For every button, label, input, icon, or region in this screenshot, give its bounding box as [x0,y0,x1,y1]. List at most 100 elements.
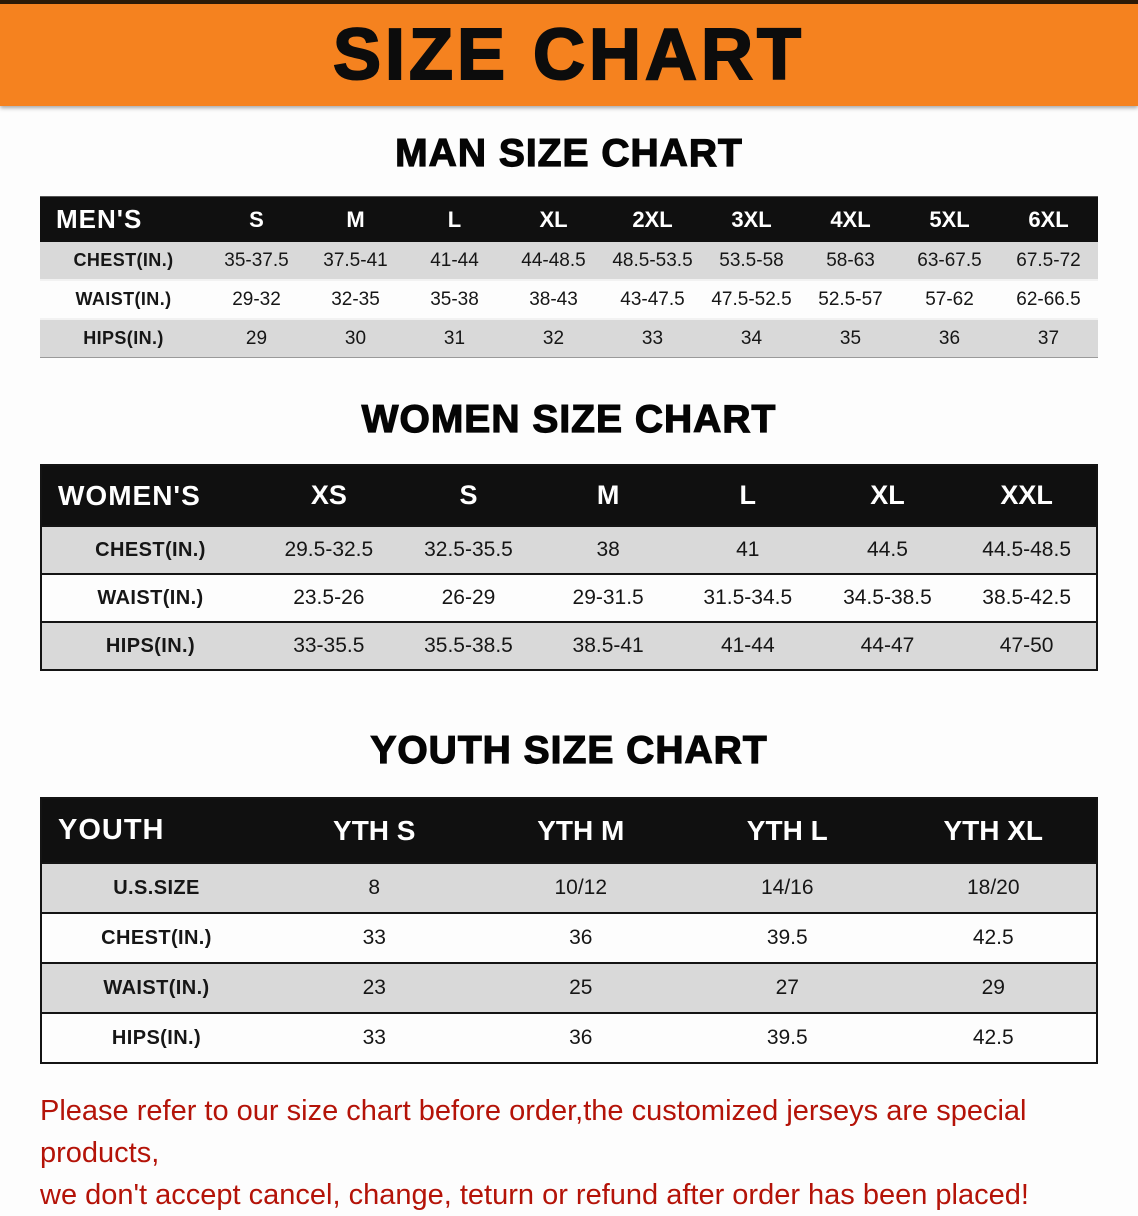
size-column-header: M [538,465,678,526]
size-value-cell: 39.5 [766,926,808,949]
size-column-header: 4XL [801,196,900,242]
size-value-cell: 37 [1037,327,1060,349]
size-value-cell: 63-67.5 [917,249,982,271]
size-value-cell: 36 [569,1026,593,1049]
table-row: HIPS(IN.) 33-35.5 35.5-38.5 38.5-41 41-44 44-… [41,622,1097,670]
women-size-section: WOMEN SIZE CHART WOMEN'S XS S M L XL XXL CHEST(… [0,397,1138,671]
row-label-cell: WAIST(IN.) [103,976,210,999]
youth-size-section: YOUTH SIZE CHART YOUTH YTH S YTH M YTH L YTH… [0,728,1138,1064]
table-row: HIPS(IN.) 29 30 31 32 33 34 35 36 37 [40,319,1098,358]
size-value-cell: 36 [569,926,593,949]
table-header-row: YOUTH YTH S YTH M YTH L YTH XL [41,798,1097,863]
size-column-header: 3XL [702,196,801,242]
size-value-cell: 14/16 [760,876,814,899]
size-value-cell: 44.5 [867,538,908,561]
size-value-cell: 58-63 [826,249,875,271]
youth-size-table: YOUTH YTH S YTH M YTH L YTH XL U.S.SIZE 8 10/12… [40,797,1098,1064]
table-row: U.S.SIZE 8 10/12 14/16 18/20 [41,863,1097,913]
size-value-cell: 47-50 [999,634,1054,657]
size-value-cell: 38.5-41 [572,634,644,657]
size-column-header: YTH XL [890,798,1097,863]
size-column-header: 6XL [999,196,1098,242]
size-value-cell: 36 [938,327,961,349]
row-label-cell: HIPS(IN.) [111,1026,202,1049]
size-value-cell: 29.5-32.5 [284,538,374,561]
size-value-cell: 44.5-48.5 [982,538,1072,561]
size-value-cell: 8 [368,876,381,899]
men-section-heading: MAN SIZE CHART [395,131,743,175]
size-value-cell: 62-66.5 [1016,288,1081,310]
size-value-cell: 57-62 [925,288,974,310]
men-size-section: MAN SIZE CHART MEN'S S M L XL 2XL 3XL 4XL 5XL 6XL… [0,131,1138,358]
womens-size-table: WOMEN'S XS S M L XL XXL CHEST(IN.) 29.5-32.5 32.5… [40,464,1098,671]
table-row: CHEST(IN.) 35-37.5 37.5-41 41-44 44-48.5 48.5… [40,242,1098,280]
size-value-cell: 39.5 [766,1026,808,1049]
title-banner: SIZE CHART [0,0,1138,106]
row-label-cell: CHEST(IN.) [73,250,174,270]
size-value-cell: 67.5-72 [1016,249,1081,271]
size-value-cell: 34.5-38.5 [843,586,932,609]
size-value-cell: 29-32 [232,288,281,310]
mens-size-table: MEN'S S M L XL 2XL 3XL 4XL 5XL 6XL CHEST(IN.) 35-37… [40,196,1098,358]
size-value-cell: 52.5-57 [818,288,883,310]
size-value-cell: 35.5-38.5 [424,634,513,657]
size-value-cell: 29-31.5 [572,586,644,609]
table-title-cell: YOUTH [41,798,271,863]
row-label-cell: WAIST(IN.) [75,289,172,309]
size-value-cell: 33-35.5 [293,634,365,657]
table-title-cell: WOMEN'S [41,465,259,526]
table-row: CHEST(IN.) 29.5-32.5 32.5-35.5 38 41 44.5 44.5… [41,526,1097,574]
women-section-heading: WOMEN SIZE CHART [361,397,777,441]
size-value-cell: 29 [245,327,268,349]
note-line-2: we don't accept cancel, change, teturn o… [40,1179,1029,1212]
size-value-cell: 31.5-34.5 [703,586,793,609]
size-value-cell: 41-44 [430,249,479,271]
size-column-header: XXL [957,465,1097,526]
size-value-cell: 33 [362,1026,386,1049]
size-column-header: XS [259,465,399,526]
size-value-cell: 29 [981,976,1005,999]
size-column-header: M [306,196,405,242]
page-title: SIZE CHART [332,14,805,96]
table-header-row: WOMEN'S XS S M L XL XXL [41,465,1097,526]
size-value-cell: 35-38 [430,288,479,310]
size-value-cell: 34 [740,327,763,349]
table-row: WAIST(IN.) 29-32 32-35 35-38 38-43 43-47.5 47.… [40,280,1098,319]
size-value-cell: 41 [736,538,760,561]
size-value-cell: 27 [775,976,799,999]
size-value-cell: 48.5-53.5 [612,249,693,271]
row-label-cell: CHEST(IN.) [101,926,212,949]
size-value-cell: 23.5-26 [293,586,365,609]
size-value-cell: 38.5-42.5 [982,586,1072,609]
note-line-1: Please refer to our size chart before or… [40,1095,1027,1170]
table-title-cell: MEN'S [40,196,207,242]
size-value-cell: 30 [344,327,367,349]
youth-section-heading: YOUTH SIZE CHART [370,728,768,772]
size-value-cell: 53.5-58 [719,249,784,271]
row-label-cell: WAIST(IN.) [97,586,204,609]
size-column-header: 5XL [900,196,999,242]
size-value-cell: 42.5 [972,926,1014,949]
size-column-header: XL [817,465,958,526]
size-value-cell: 32.5-35.5 [424,538,513,561]
table-row: HIPS(IN.) 33 36 39.5 42.5 [41,1013,1097,1063]
size-value-cell: 33 [641,327,664,349]
size-value-cell: 35 [839,327,862,349]
row-label-cell: CHEST(IN.) [95,538,206,561]
size-value-cell: 42.5 [972,1026,1014,1049]
size-column-header: XL [504,196,603,242]
size-value-cell: 38 [596,538,620,561]
table-header-row: MEN'S S M L XL 2XL 3XL 4XL 5XL 6XL [40,196,1098,242]
size-column-header: L [405,196,504,242]
order-policy-note: Please refer to our size chart before or… [40,1090,1098,1216]
row-label-cell: HIPS(IN.) [83,328,164,348]
size-value-cell: 41-44 [720,634,775,657]
size-column-header: 2XL [603,196,702,242]
size-value-cell: 44-47 [860,634,915,657]
size-value-cell: 38-43 [529,288,578,310]
size-value-cell: 37.5-41 [323,249,388,271]
size-column-header: S [398,465,539,526]
size-value-cell: 32-35 [331,288,380,310]
size-value-cell: 32 [542,327,565,349]
